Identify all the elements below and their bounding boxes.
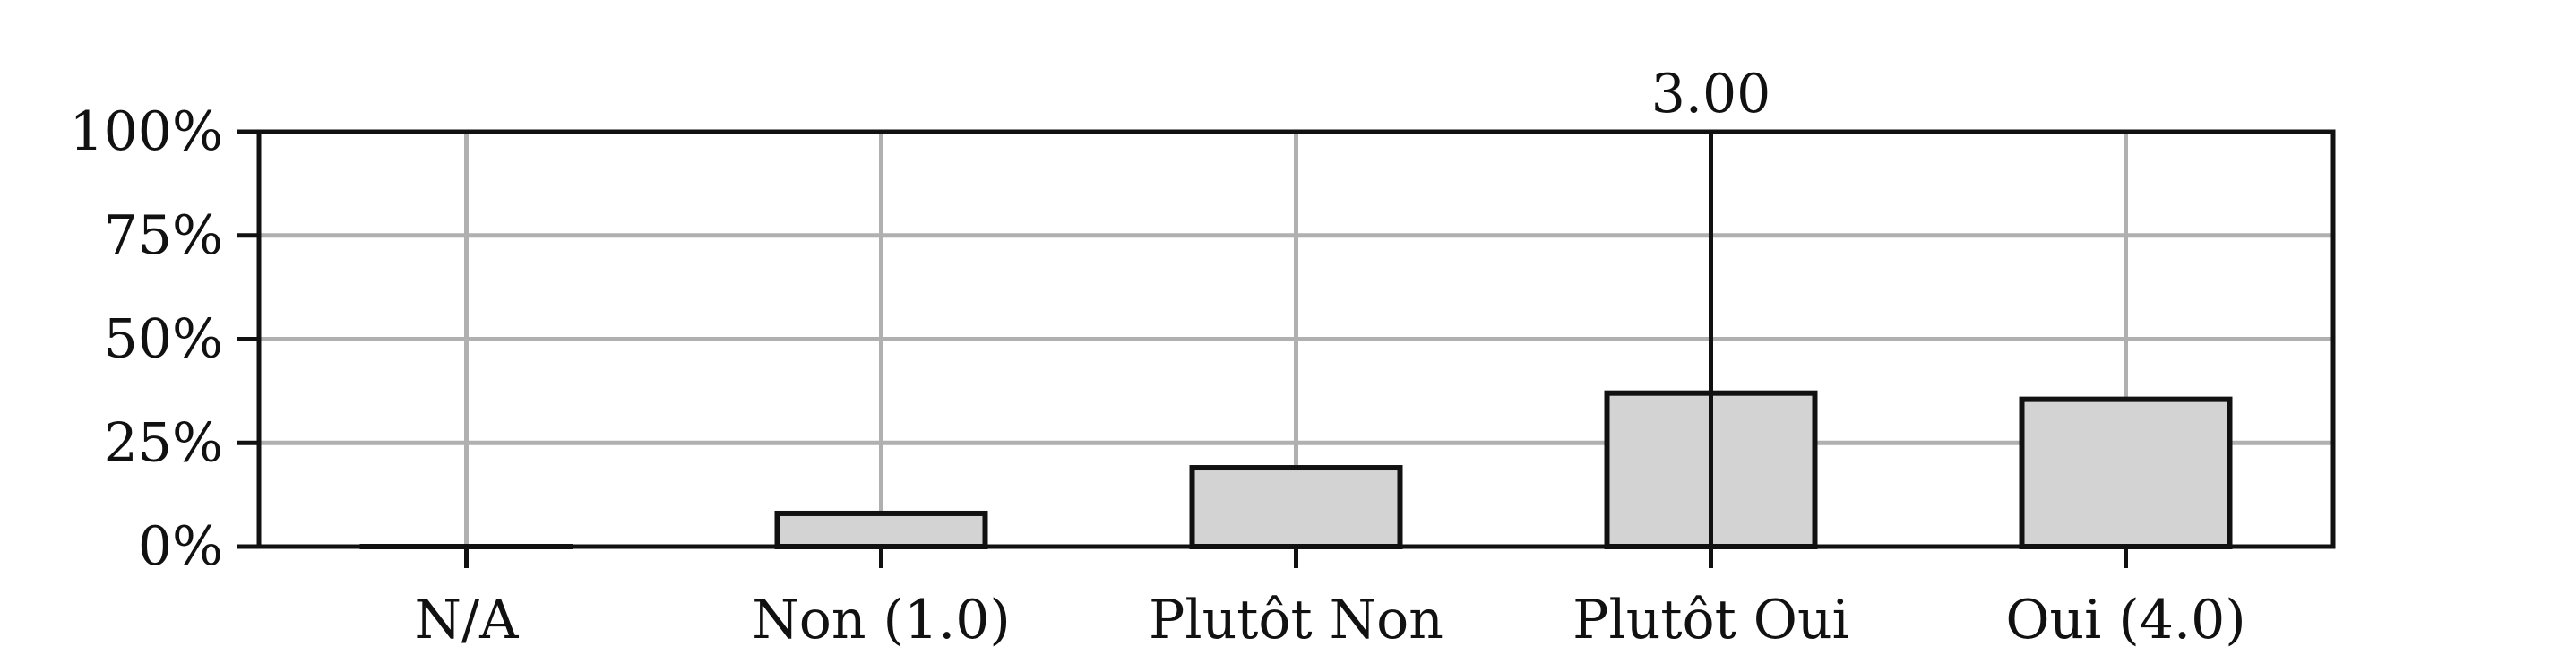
x-tick-label: Non (1.0) [752,589,1011,651]
y-tick-label: 75% [104,204,223,267]
y-axis-ticks: 0% 25% 50% 75% 100% [69,100,259,578]
x-axis-ticks: N/A Non (1.0) Plutôt Non Plutôt Oui Oui (4.0… [414,547,2246,651]
x-tick-label: Oui (4.0) [2005,589,2245,651]
mean-marker: 3.00 [1651,63,1771,547]
bar [774,510,988,550]
y-tick-label: 50% [104,308,223,371]
x-tick-label: Plutôt Oui [1572,589,1849,651]
y-tick-label: 25% [104,411,223,474]
x-tick-label: N/A [414,589,519,651]
bar [1189,465,1403,550]
y-tick-label: 100% [69,100,223,163]
x-tick-label: Plutôt Non [1149,589,1443,651]
bar [2019,396,2233,550]
mean-label: 3.00 [1651,63,1771,125]
y-tick-label: 0% [138,515,223,578]
